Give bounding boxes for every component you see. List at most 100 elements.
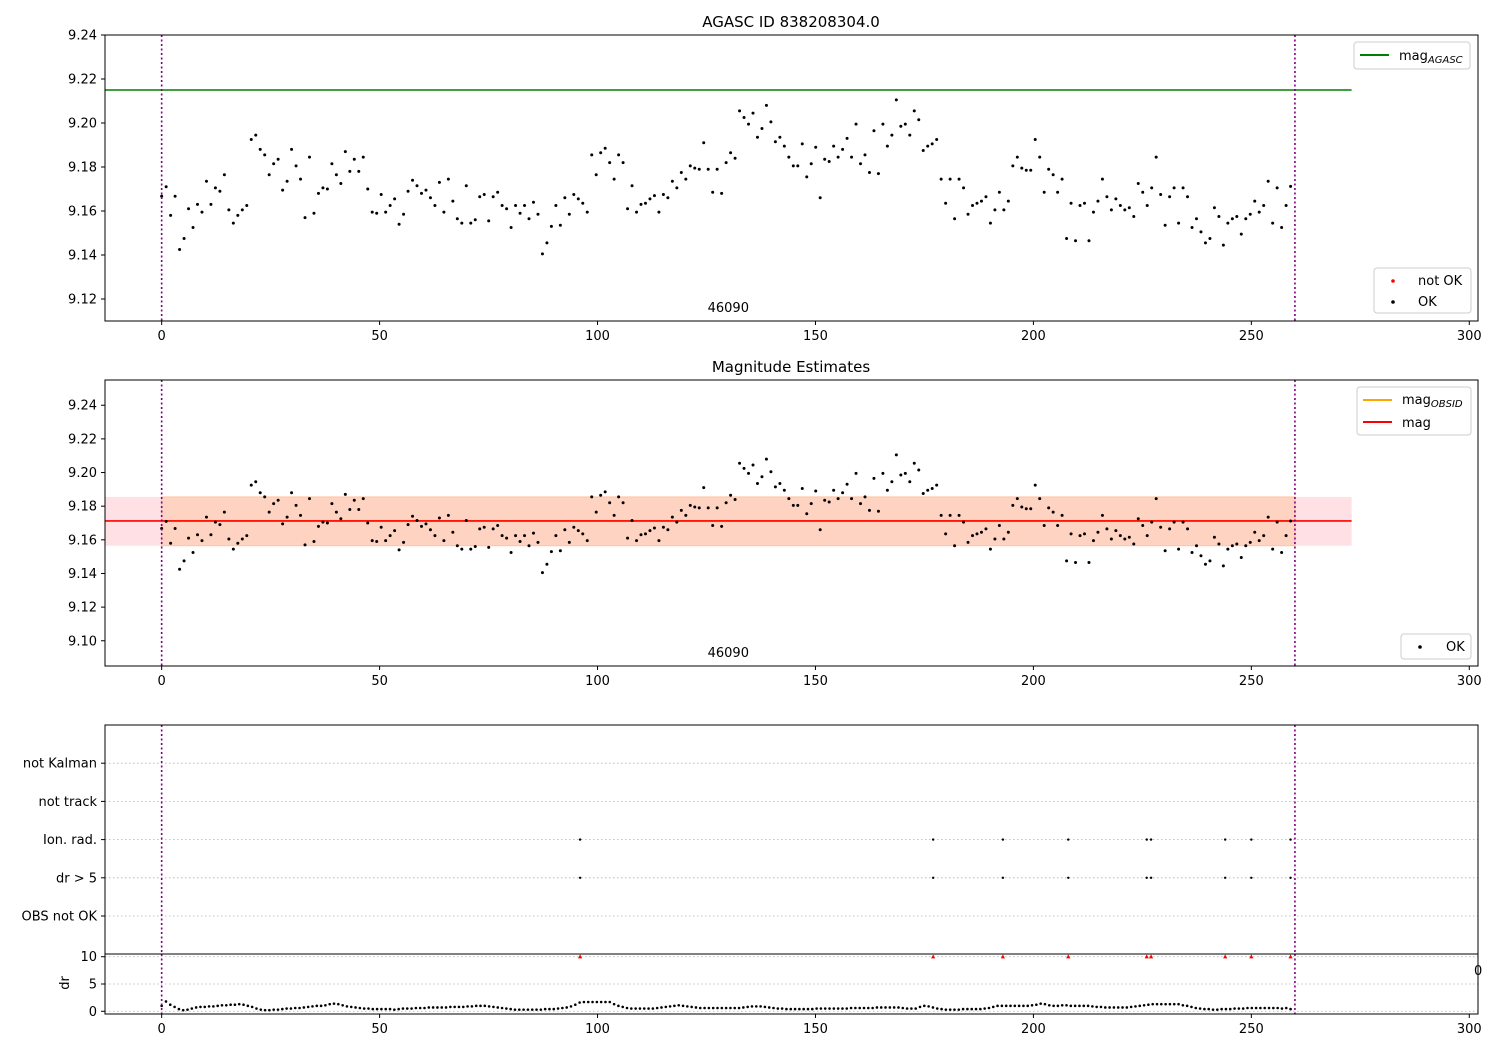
data-point [1257, 210, 1261, 214]
dr-point [449, 1005, 452, 1009]
data-point [531, 200, 535, 204]
data-point [1109, 208, 1113, 212]
flag-marker [1223, 838, 1227, 841]
dr-point [798, 1007, 801, 1011]
data-point [518, 211, 522, 215]
data-point [433, 204, 437, 207]
data-point [218, 189, 222, 193]
data-point [648, 197, 652, 201]
dr-point [526, 1008, 530, 1011]
data-point [841, 147, 845, 151]
dr-point [746, 1005, 749, 1009]
data-point [769, 120, 773, 124]
dr-point [1142, 1003, 1146, 1007]
data-point [312, 211, 316, 215]
dr-point [690, 1005, 693, 1009]
data-point [697, 506, 701, 510]
data-point [451, 199, 455, 203]
data-point [1168, 195, 1172, 199]
flag-marker [931, 876, 935, 879]
data-point [218, 523, 222, 527]
data-point [1262, 204, 1266, 207]
data-point [545, 562, 549, 566]
dr-point [181, 1008, 185, 1012]
data-point [778, 481, 782, 485]
data-point [1083, 532, 1087, 536]
dr-point [983, 1007, 986, 1010]
data-point [997, 524, 1001, 528]
dr-point [608, 1000, 612, 1004]
data-point [411, 514, 415, 518]
dr-point [229, 1003, 232, 1007]
data-point [419, 524, 423, 528]
data-point [962, 186, 966, 190]
dr-point [505, 1007, 508, 1010]
data-point [428, 196, 432, 200]
dr-point [337, 1002, 340, 1006]
data-point [1038, 497, 1042, 501]
x-tick-label: 250 [1239, 329, 1264, 344]
y-tick-label: 9.14 [68, 567, 97, 582]
data-point [863, 495, 867, 499]
data-point [626, 536, 630, 540]
data-point [890, 480, 894, 484]
data-point [424, 188, 428, 192]
data-point [227, 208, 231, 212]
data-point [1078, 534, 1082, 538]
data-point [894, 453, 898, 457]
dr-point [970, 1007, 974, 1011]
dr-point [1220, 1007, 1223, 1011]
data-point [478, 195, 482, 199]
data-point [1074, 239, 1078, 243]
dr-point [306, 1005, 310, 1009]
data-point [1289, 519, 1293, 523]
y-tick-label: 9.24 [68, 399, 97, 414]
dr-point [1267, 1006, 1271, 1010]
data-point [814, 489, 818, 493]
data-point [818, 196, 822, 200]
panel-dr-ylabel: dr [58, 976, 73, 990]
data-point [1199, 230, 1203, 234]
data-point [1047, 506, 1051, 510]
dr-point [565, 1006, 568, 1009]
data-point [787, 497, 791, 501]
data-point [742, 466, 746, 470]
dr-point [1254, 1006, 1258, 1010]
data-point [720, 524, 724, 528]
data-point [872, 129, 876, 133]
data-point [715, 167, 719, 171]
panel-agasc-title: AGASC ID 838208304.0 [702, 13, 880, 31]
dr-point [655, 1006, 659, 1010]
data-point [997, 190, 1001, 194]
data-point [603, 146, 607, 150]
data-point [988, 547, 992, 551]
data-point [222, 173, 226, 177]
dr-point [1017, 1004, 1021, 1008]
dr-point [444, 1006, 448, 1009]
data-point [294, 164, 298, 168]
data-point [769, 470, 773, 474]
dr-point [638, 1007, 642, 1010]
panel-agasc-axes: 9.12 9.14 9.16 9.18 9.20 9.22 9.24 0 50 100 150 200… [68, 29, 1482, 345]
data-point [1033, 138, 1037, 141]
data-point [182, 237, 186, 240]
data-point [464, 518, 468, 522]
data-point [554, 204, 558, 207]
dr-point [1134, 1005, 1137, 1008]
data-point [236, 541, 240, 545]
data-point [720, 191, 724, 195]
data-point [473, 545, 477, 549]
dr-point [1047, 1003, 1051, 1007]
flag-category-label: not track [38, 795, 97, 810]
data-point [979, 530, 983, 534]
data-point [876, 509, 880, 513]
dr-point [979, 1007, 982, 1011]
dr-flag-marker [1223, 954, 1228, 959]
legend-mag-agasc-name: mag [1399, 49, 1428, 64]
data-point [316, 191, 320, 195]
dr-point [595, 1000, 599, 1004]
data-point [187, 207, 191, 211]
data-point [290, 147, 294, 151]
legend-ok-marker [1418, 645, 1422, 649]
